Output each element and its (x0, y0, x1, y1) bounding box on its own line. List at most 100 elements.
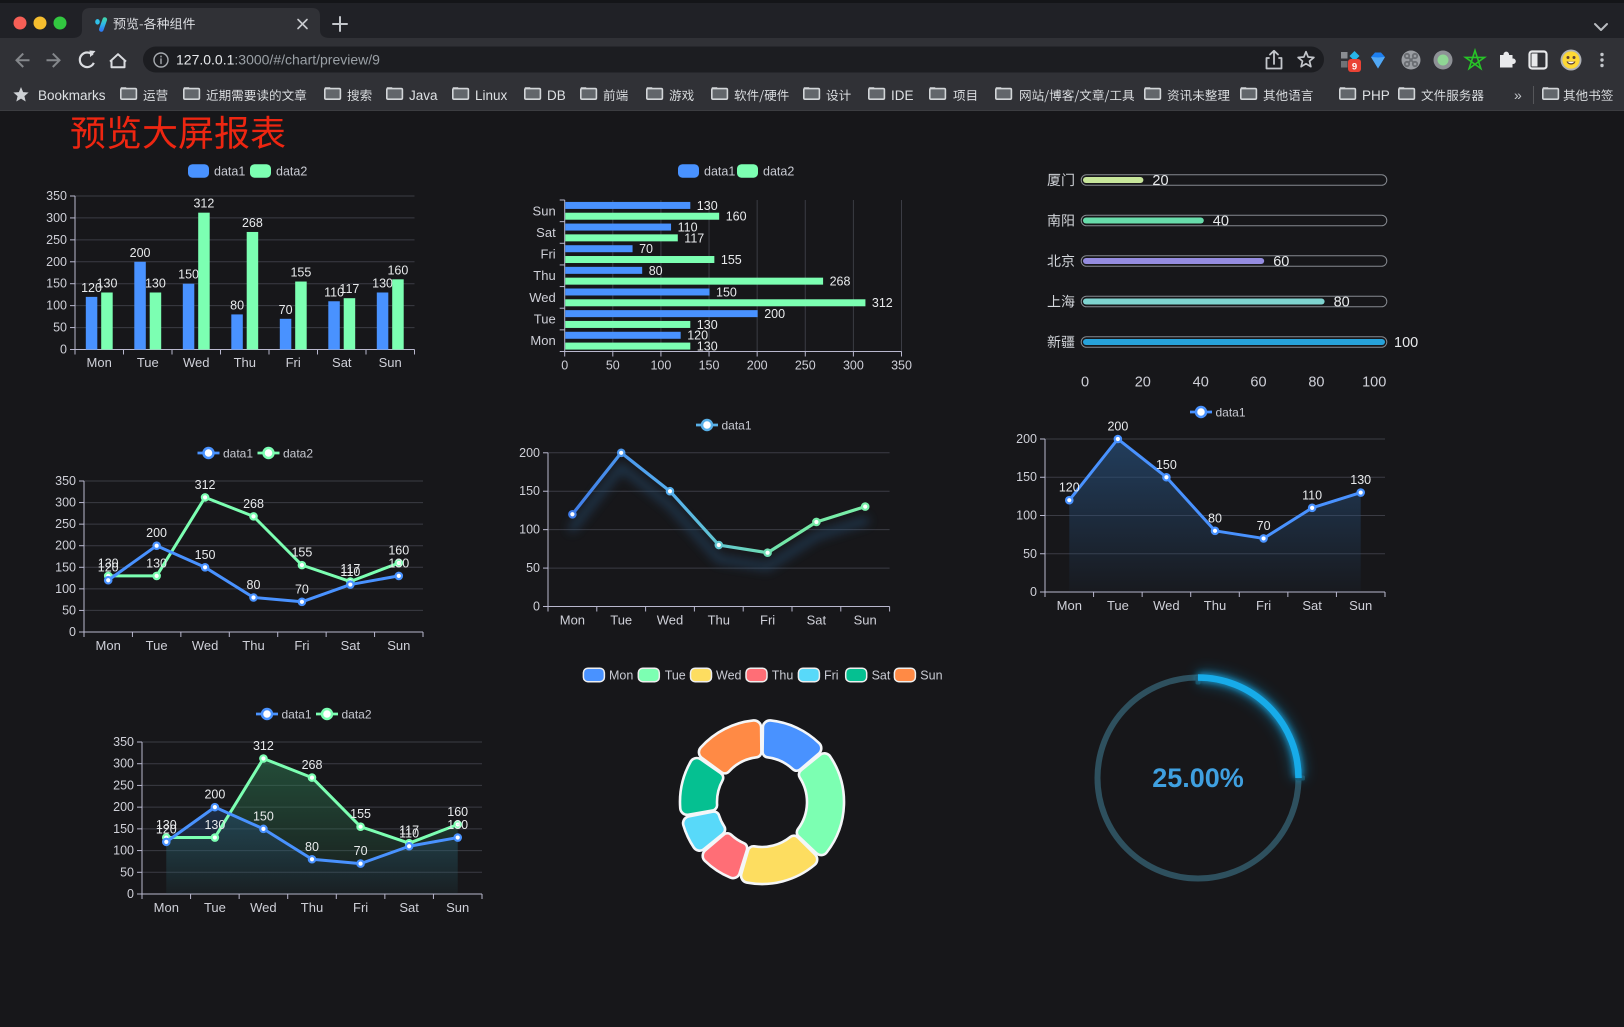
svg-text:155: 155 (350, 807, 371, 821)
svg-text:data1: data1 (223, 447, 253, 461)
svg-text:Thu: Thu (242, 638, 264, 653)
svg-text:100: 100 (55, 582, 76, 596)
svg-text:Sat: Sat (341, 638, 361, 653)
svg-text:Wed: Wed (250, 900, 277, 915)
svg-text:70: 70 (279, 303, 293, 317)
svg-text:0: 0 (69, 625, 76, 639)
svg-text:110: 110 (324, 285, 344, 299)
svg-text:Fri: Fri (541, 247, 556, 262)
svg-text:0: 0 (561, 359, 568, 373)
svg-text:100: 100 (650, 359, 671, 373)
svg-text:80: 80 (1308, 375, 1324, 391)
svg-text:50: 50 (606, 359, 620, 373)
svg-text:data2: data2 (342, 708, 372, 722)
svg-text:130: 130 (146, 556, 167, 570)
svg-text:130: 130 (156, 818, 177, 832)
svg-text:117: 117 (339, 282, 359, 296)
svg-text:Sun: Sun (533, 203, 556, 218)
svg-text:127.0.0.1:3000/#/chart/preview: 127.0.0.1:3000/#/chart/preview/9 (176, 52, 380, 68)
svg-text:268: 268 (302, 758, 323, 772)
svg-text:40: 40 (1213, 214, 1229, 230)
svg-text:300: 300 (55, 496, 76, 510)
svg-text:Thu: Thu (708, 613, 730, 628)
svg-text:data2: data2 (763, 165, 794, 179)
svg-text:268: 268 (830, 275, 851, 289)
svg-text:Fri: Fri (760, 613, 775, 628)
svg-text:Mon: Mon (560, 613, 585, 628)
svg-text:Thu: Thu (533, 268, 555, 283)
svg-text:250: 250 (46, 233, 67, 247)
svg-text:120: 120 (1059, 481, 1080, 495)
svg-text:120: 120 (156, 822, 177, 836)
svg-text:Fri: Fri (824, 669, 839, 683)
svg-text:Thu: Thu (1204, 598, 1226, 613)
svg-text:Tue: Tue (1107, 598, 1129, 613)
svg-text:150: 150 (253, 809, 274, 823)
svg-text:0: 0 (60, 343, 67, 357)
svg-text:300: 300 (113, 757, 134, 771)
svg-text:160: 160 (726, 210, 747, 224)
svg-text:Tue: Tue (137, 355, 159, 370)
svg-text:70: 70 (639, 242, 653, 256)
svg-text:Sat: Sat (1302, 598, 1322, 613)
svg-text:130: 130 (145, 277, 166, 291)
svg-text:Sat: Sat (332, 355, 352, 370)
svg-text:200: 200 (204, 788, 225, 802)
svg-text:Tue: Tue (204, 900, 226, 915)
svg-text:200: 200 (130, 246, 151, 260)
svg-text:100: 100 (1016, 509, 1037, 523)
svg-text:350: 350 (55, 474, 76, 488)
svg-text:130: 130 (1350, 473, 1371, 487)
svg-text:155: 155 (291, 546, 312, 560)
svg-text:Fri: Fri (286, 355, 301, 370)
svg-text:Sun: Sun (446, 900, 469, 915)
svg-text:Wed: Wed (529, 290, 556, 305)
svg-text:40: 40 (1193, 375, 1209, 391)
svg-text:312: 312 (872, 296, 893, 310)
svg-text:350: 350 (46, 189, 67, 203)
svg-text:117: 117 (340, 562, 360, 576)
svg-text:70: 70 (354, 844, 368, 858)
svg-text:Mon: Mon (96, 638, 121, 653)
svg-text:150: 150 (113, 822, 134, 836)
svg-text:312: 312 (253, 739, 274, 753)
svg-text:Tue: Tue (146, 638, 168, 653)
svg-text:Mon: Mon (154, 900, 179, 915)
svg-text:Wed: Wed (657, 613, 684, 628)
svg-text:268: 268 (242, 216, 263, 230)
svg-text:Sat: Sat (872, 669, 891, 683)
svg-text:350: 350 (891, 359, 912, 373)
svg-text:268: 268 (243, 497, 264, 511)
svg-text:80: 80 (247, 578, 261, 592)
svg-text:200: 200 (764, 307, 785, 321)
svg-text:Tue: Tue (610, 613, 632, 628)
svg-text:Sat: Sat (807, 613, 827, 628)
svg-text:0: 0 (1081, 375, 1089, 391)
svg-text:data2: data2 (283, 447, 313, 461)
svg-text:Wed: Wed (716, 669, 742, 683)
svg-text:70: 70 (295, 582, 309, 596)
svg-text:9: 9 (1352, 62, 1357, 73)
svg-text:70: 70 (1257, 519, 1271, 533)
svg-text:250: 250 (795, 359, 816, 373)
svg-text:60: 60 (1250, 375, 1266, 391)
svg-text:80: 80 (305, 840, 319, 854)
svg-text:PHP: PHP (1362, 88, 1390, 103)
svg-text:80: 80 (1208, 511, 1222, 525)
svg-text:150: 150 (178, 268, 199, 282)
svg-text:312: 312 (193, 197, 214, 211)
svg-text:80: 80 (649, 264, 663, 278)
svg-text:150: 150 (1156, 458, 1177, 472)
svg-text:50: 50 (1023, 547, 1037, 561)
svg-text:20: 20 (1135, 375, 1151, 391)
svg-text:110: 110 (1302, 488, 1322, 502)
svg-text:Fri: Fri (1256, 598, 1271, 613)
svg-text:120: 120 (687, 329, 708, 343)
svg-text:Mon: Mon (1057, 598, 1082, 613)
svg-text:200: 200 (747, 359, 768, 373)
svg-text:Sun: Sun (1349, 598, 1372, 613)
svg-text:150: 150 (716, 285, 737, 299)
svg-text:Sun: Sun (854, 613, 877, 628)
svg-text:data1: data1 (282, 708, 312, 722)
svg-text:120: 120 (81, 281, 102, 295)
